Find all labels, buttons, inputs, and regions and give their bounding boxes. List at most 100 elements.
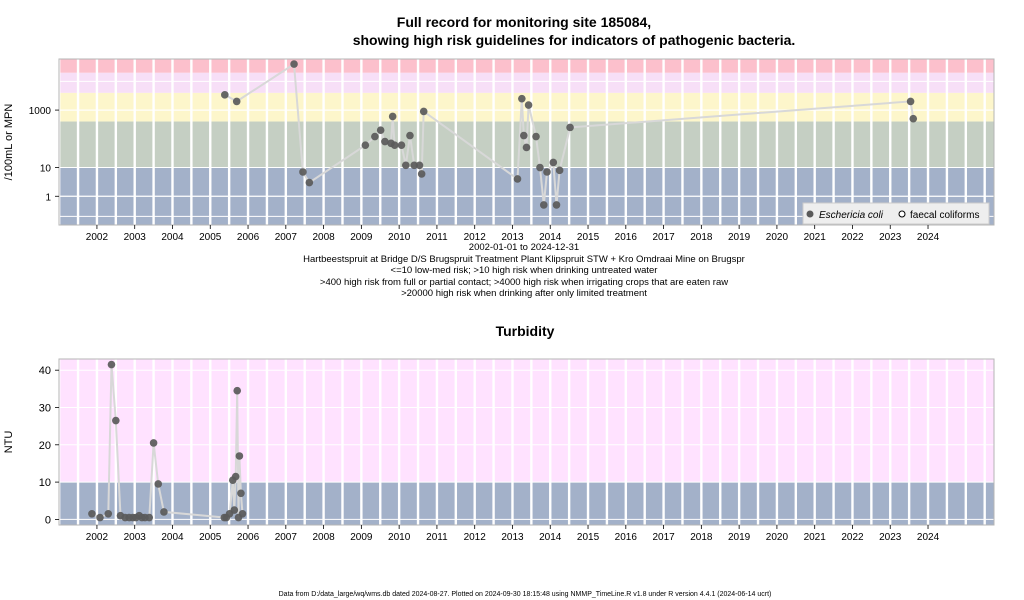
turbidity-data-point <box>230 506 239 514</box>
bacteria-x-tick-label: 2023 <box>879 232 902 243</box>
turbidity-x-tick-label: 2021 <box>804 532 827 543</box>
bacteria-data-point <box>909 114 918 123</box>
turbidity-data-point <box>231 472 240 481</box>
turbidity-data-point <box>235 452 244 460</box>
caption-site: Hartbeestspruit at Bridge D/S Brugspruit… <box>303 254 745 265</box>
caption-range: 2002-01-01 to 2024-12-31 <box>469 242 579 253</box>
bacteria-data-point <box>566 123 574 132</box>
turbidity-points <box>88 360 247 522</box>
turbidity-data-point <box>88 510 96 518</box>
bacteria-data-point <box>543 168 551 176</box>
bacteria-x-tick-label: 2010 <box>388 232 411 243</box>
turbidity-x-tick-label: 2016 <box>615 532 638 543</box>
bacteria-x-tick-label: 2018 <box>690 232 713 243</box>
bacteria-data-point <box>388 112 397 121</box>
legend-faecal-marker <box>898 210 906 218</box>
caption-guide2: >400 high risk from full or partial cont… <box>320 277 728 288</box>
turbidity-data-point <box>237 489 245 498</box>
turbidity-x-tick-label: 2013 <box>501 532 524 543</box>
bacteria-data-point <box>221 91 229 99</box>
turbidity-x-tick-label: 2005 <box>199 532 222 543</box>
bacteria-y-axis-label: /100mL or MPN <box>3 104 15 181</box>
bacteria-data-point <box>513 175 522 183</box>
bacteria-data-point <box>536 163 544 172</box>
bacteria-data-point <box>371 132 379 141</box>
bacteria-plot-frame <box>58 58 995 226</box>
bacteria-x-tick-label: 2003 <box>124 232 147 243</box>
bacteria-data-point <box>381 137 389 146</box>
bacteria-x-tick-label: 2015 <box>577 232 600 243</box>
turbidity-grid <box>57 359 994 525</box>
bacteria-x-tick-label: 2004 <box>161 232 184 243</box>
bacteria-data-point <box>406 131 414 140</box>
bacteria-y-tick-label: 1 <box>45 192 51 203</box>
chart-title-line1: Full record for monitoring site 185084, <box>397 14 651 30</box>
bacteria-y-tick-label: 1000 <box>29 106 52 117</box>
bacteria-data-point <box>520 131 528 140</box>
turbidity-data-point <box>112 416 120 425</box>
caption-guide3: >20000 high risk when drinking after onl… <box>401 288 647 299</box>
turbidity-title: Turbidity <box>496 323 555 339</box>
bacteria-data-point <box>524 101 533 109</box>
bacteria-data-point <box>415 161 424 170</box>
bacteria-y-tick-label: 10 <box>40 164 52 175</box>
turbidity-data-point <box>160 508 168 516</box>
bacteria-data-point <box>419 107 428 116</box>
turbidity-x-tick-label: 2022 <box>841 532 864 543</box>
turbidity-x-axis: 2002 2003 2004 2005 2006 2007 2008 2009 2010 2011… <box>86 525 940 543</box>
bacteria-x-tick-label: 2007 <box>275 232 298 243</box>
ecoli-points <box>221 60 918 209</box>
turbidity-data-point <box>96 513 104 522</box>
bacteria-data-point <box>305 178 314 187</box>
bacteria-band <box>59 72 994 93</box>
turbidity-x-tick-label: 2011 <box>426 532 448 543</box>
bacteria-data-point <box>376 126 385 134</box>
bacteria-data-point <box>539 201 548 209</box>
bacteria-data-point <box>232 97 241 106</box>
footer-note: Data from D:/data_large/wq/wms.db dated … <box>279 591 772 598</box>
bacteria-data-point <box>552 201 561 209</box>
turbidity-data-point <box>238 510 247 518</box>
bacteria-x-tick-label: 2020 <box>766 232 789 243</box>
bacteria-data-point <box>555 166 564 175</box>
turbidity-x-tick-label: 2020 <box>766 532 789 543</box>
legend: Eschericia coli faecal coliforms <box>802 202 990 225</box>
turbidity-x-tick-label: 2018 <box>690 532 713 543</box>
turbidity-x-tick-label: 2004 <box>161 532 184 543</box>
turbidity-data-point <box>149 439 158 447</box>
bacteria-data-point <box>906 97 915 106</box>
turbidity-x-tick-label: 2007 <box>275 532 298 543</box>
bacteria-x-tick-label: 2016 <box>615 232 638 243</box>
bacteria-x-tick-label: 2021 <box>804 232 827 243</box>
turbidity-band <box>59 359 994 483</box>
bacteria-data-point <box>290 60 298 68</box>
turbidity-band <box>59 482 994 525</box>
turbidity-data-point <box>107 360 116 369</box>
turbidity-x-tick-label: 2014 <box>539 532 562 543</box>
bacteria-data-point <box>532 132 540 141</box>
bacteria-data-point <box>518 94 526 103</box>
turbidity-x-tick-label: 2010 <box>388 532 411 543</box>
bacteria-x-tick-label: 2002 <box>86 232 109 243</box>
turbidity-x-tick-label: 2006 <box>237 532 260 543</box>
legend-ecoli-label: Eschericia coli <box>819 210 884 221</box>
turbidity-x-tick-label: 2023 <box>879 532 902 543</box>
turbidity-x-tick-label: 2019 <box>728 532 751 543</box>
bacteria-y-axis: 1 10 1000 <box>29 106 59 203</box>
bacteria-x-tick-label: 2005 <box>199 232 222 243</box>
bacteria-data-point <box>299 168 307 176</box>
turbidity-y-axis: 0 10 20 30 40 <box>39 365 59 526</box>
turbidity-data-point <box>104 510 113 518</box>
turbidity-x-tick-label: 2024 <box>917 532 940 543</box>
turbidity-x-tick-label: 2003 <box>124 532 147 543</box>
turbidity-y-tick-label: 40 <box>39 365 51 377</box>
bacteria-data-point <box>410 161 419 170</box>
bacteria-band <box>59 59 994 73</box>
turbidity-data-point <box>154 480 163 488</box>
turbidity-x-tick-label: 2012 <box>464 532 487 543</box>
bacteria-data-point <box>402 161 410 170</box>
turbidity-y-tick-label: 30 <box>39 402 51 414</box>
bacteria-data-point <box>522 143 531 152</box>
